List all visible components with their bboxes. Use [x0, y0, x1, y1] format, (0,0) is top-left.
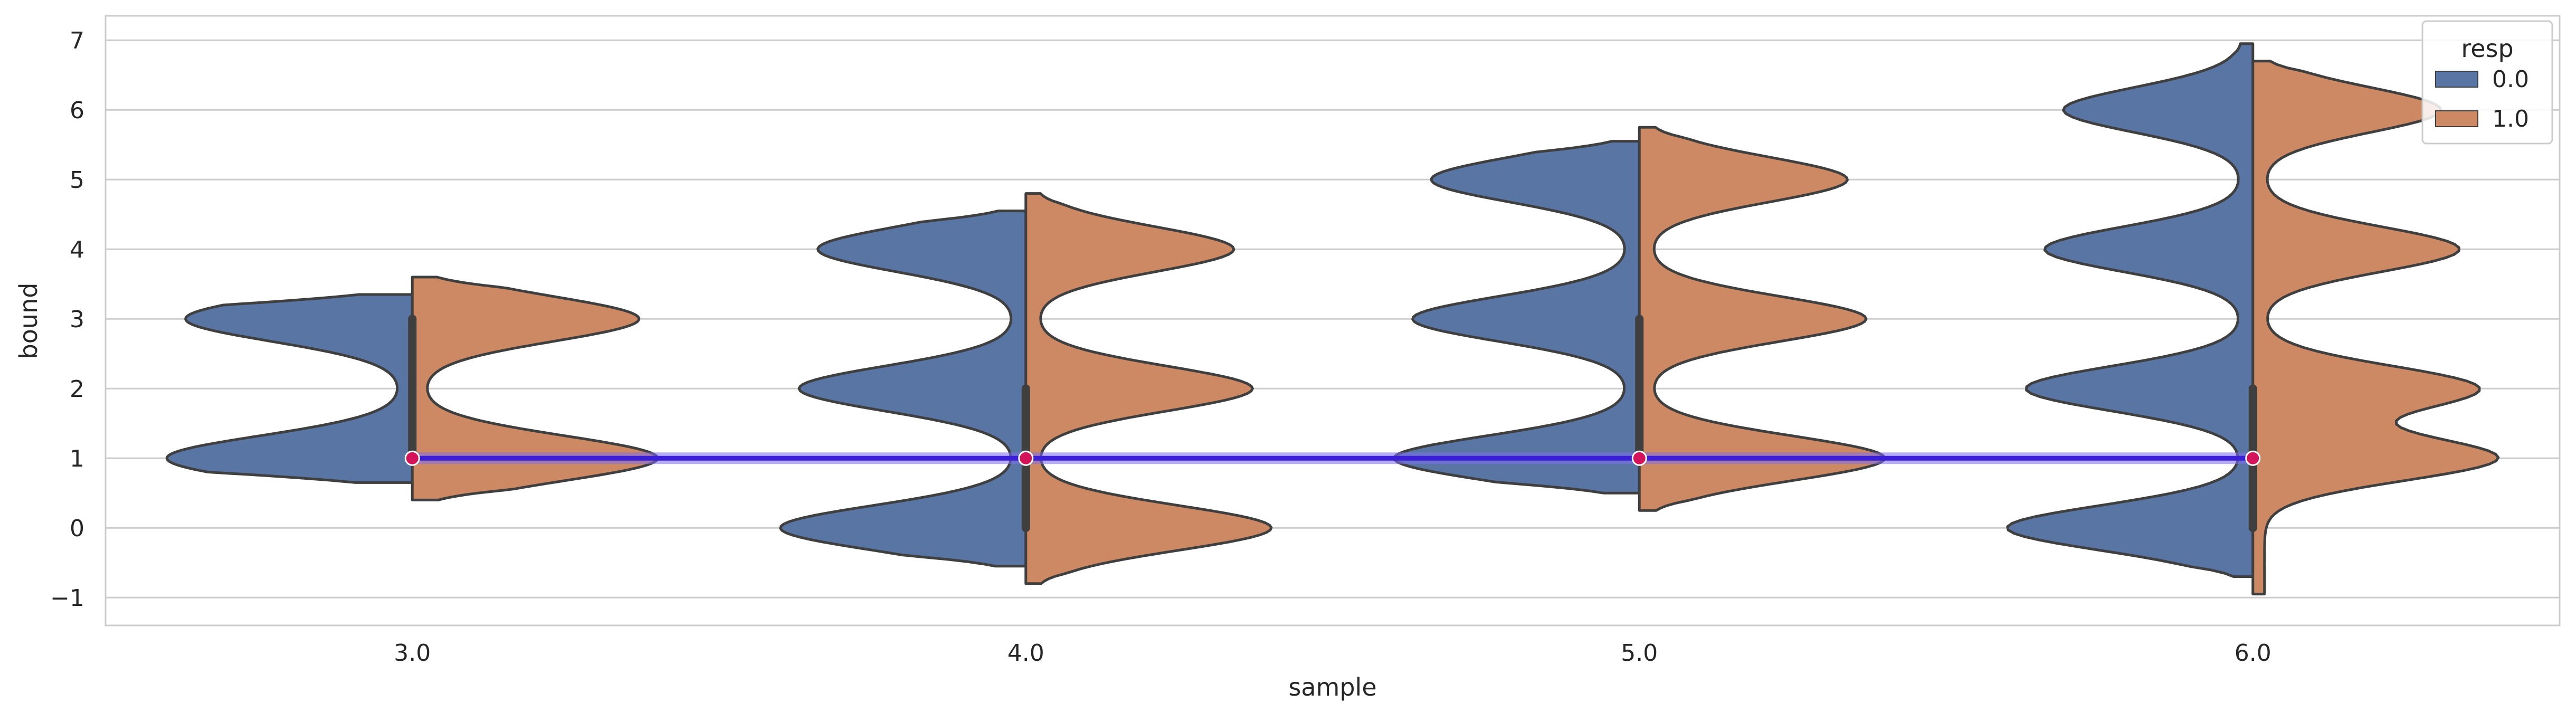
- violin-half-3.0-0.0: [165, 293, 414, 484]
- overlay-marker-4.0: [1018, 450, 1034, 466]
- y-tick-label: 3: [70, 306, 84, 333]
- violin-half-5.0-0.0: [1392, 140, 1641, 495]
- y-tick-label: 2: [70, 376, 84, 403]
- legend-swatch-1: [2435, 110, 2478, 127]
- x-tick-label: 4.0: [1007, 640, 1044, 667]
- violin-half-6.0-1.0: [2251, 60, 2500, 596]
- x-tick-label: 5.0: [1621, 640, 1658, 667]
- violins: [165, 42, 2500, 596]
- x-tick-label: 3.0: [394, 640, 431, 667]
- y-tick-label: 7: [70, 27, 84, 54]
- violin-half-6.0-0.0: [2006, 42, 2255, 578]
- overlay-marker-5.0: [1631, 450, 1647, 466]
- y-tick-label: 1: [70, 445, 84, 472]
- y-tick-label: 4: [70, 236, 84, 263]
- y-axis-label: bound: [14, 283, 43, 359]
- overlay-marker-3.0: [404, 450, 420, 466]
- legend-title: resp: [2461, 34, 2513, 63]
- x-tick-label: 6.0: [2235, 640, 2271, 667]
- y-tick-label: −1: [50, 585, 84, 612]
- legend-label-0: 0.0: [2492, 66, 2529, 93]
- legend-swatch-0: [2435, 71, 2478, 88]
- y-tick-label: 6: [70, 97, 84, 124]
- y-tick-label: 0: [70, 515, 84, 542]
- legend-label-1: 1.0: [2492, 106, 2529, 132]
- violin-half-4.0-1.0: [1024, 192, 1273, 585]
- overlay-marker-6.0: [2245, 450, 2261, 466]
- legend: resp 0.0 1.0: [2421, 20, 2553, 145]
- x-tick-labels: 3.0 4.0 5.0 6.0: [394, 640, 2271, 667]
- violin-half-5.0-1.0: [1638, 126, 1886, 512]
- violin-half-4.0-0.0: [779, 210, 1028, 568]
- x-axis-label: sample: [1288, 673, 1376, 701]
- y-tick-labels: −1 0 1 2 3 4 5 6 7: [50, 27, 84, 612]
- y-tick-label: 5: [70, 167, 84, 194]
- overlay-line: [404, 450, 2261, 466]
